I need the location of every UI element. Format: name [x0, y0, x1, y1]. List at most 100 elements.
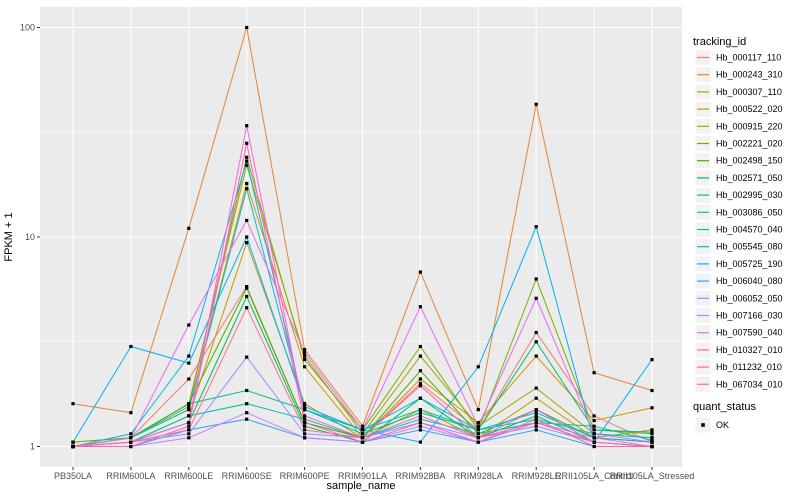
data-point: [418, 384, 422, 388]
legend-item-Hb_005545_080: Hb_005545_080: [695, 239, 783, 255]
data-point: [303, 432, 307, 436]
legend-item-Hb_000915_220: Hb_000915_220: [695, 118, 783, 134]
x-tick-label: RRIM928BA: [395, 471, 445, 481]
data-point: [534, 340, 538, 344]
quant-legend-item: OK: [695, 417, 729, 433]
data-point: [245, 306, 249, 310]
data-point: [418, 381, 422, 385]
legend-item-Hb_002498_150: Hb_002498_150: [695, 153, 783, 169]
legend-label: Hb_005545_080: [716, 242, 783, 252]
data-point: [534, 408, 538, 412]
y-tick-label: 1: [30, 442, 35, 452]
data-point: [418, 411, 422, 415]
data-point: [303, 428, 307, 432]
data-point: [476, 421, 480, 425]
data-point: [476, 432, 480, 436]
axis-ticks: [37, 27, 653, 470]
data-point: [187, 377, 191, 381]
data-point: [650, 438, 654, 442]
series-points: [71, 25, 654, 449]
data-point: [245, 141, 249, 145]
data-point: [71, 402, 75, 406]
data-point: [187, 354, 191, 358]
legend-item-Hb_000117_110: Hb_000117_110: [695, 50, 781, 65]
legend-item-Hb_003086_050: Hb_003086_050: [695, 204, 783, 220]
x-tick-label: RRIM600LA: [106, 471, 155, 481]
data-point: [476, 408, 480, 412]
data-point: [187, 432, 191, 436]
data-point: [303, 365, 307, 369]
data-point: [418, 369, 422, 373]
data-point: [592, 436, 596, 440]
data-point: [418, 408, 422, 412]
tracking-legend-title: tracking_id: [693, 36, 746, 48]
legend-label: Hb_006052_050: [716, 293, 783, 303]
data-point: [187, 421, 191, 425]
legend-item-Hb_005725_190: Hb_005725_190: [695, 256, 783, 272]
legend-item-Hb_011232_010: Hb_011232_010: [695, 359, 782, 375]
y-axis-title: FPKM + 1: [3, 212, 15, 261]
data-point: [476, 428, 480, 432]
legend-label: Hb_000243_310: [716, 70, 783, 80]
data-point: [650, 440, 654, 444]
data-point: [534, 396, 538, 400]
x-tick-label: RRIM928LE: [512, 471, 561, 481]
data-point: [245, 411, 249, 415]
tracking-id-legend: Hb_000117_110 Hb_000243_310 Hb_000307_110 H…: [695, 50, 783, 392]
data-point: [650, 406, 654, 410]
data-point: [187, 414, 191, 418]
data-point: [129, 411, 133, 415]
x-tick-label: PB350LA: [54, 471, 92, 481]
data-point: [360, 428, 365, 432]
legend-label: Hb_000117_110: [716, 53, 781, 63]
data-point: [534, 414, 538, 418]
data-point: [303, 348, 307, 352]
data-point: [534, 386, 538, 390]
data-point: [303, 402, 307, 406]
data-point: [418, 354, 422, 358]
data-point: [592, 414, 596, 418]
legend-label: Hb_011232_010: [716, 362, 782, 372]
data-point: [303, 408, 307, 412]
x-tick-label: RRIM600LE: [164, 471, 213, 481]
data-point: [129, 436, 133, 440]
data-point: [187, 361, 191, 365]
data-point: [303, 421, 307, 425]
legend-item-Hb_067034_010: Hb_067034_010: [695, 376, 783, 392]
data-point: [418, 421, 422, 425]
data-point: [592, 371, 596, 375]
legend-label: Hb_004570_040: [716, 225, 783, 235]
data-point: [71, 444, 75, 449]
data-point: [245, 163, 249, 167]
quant-legend-title: quant_status: [693, 401, 756, 413]
data-point: [534, 411, 538, 415]
data-point: [650, 358, 654, 362]
data-point: [245, 124, 249, 128]
legend-label: Hb_002221_020: [716, 139, 783, 149]
data-point: [245, 218, 249, 222]
data-point: [418, 414, 422, 418]
y-tick-label: 10: [25, 232, 35, 242]
data-point: [303, 351, 307, 355]
data-point: [303, 354, 307, 358]
data-point: [592, 440, 596, 444]
points-Hb_000243_310: [71, 25, 654, 428]
legend-item-Hb_006052_050: Hb_006052_050: [695, 290, 783, 306]
data-point: [418, 377, 422, 381]
legend-item-Hb_002571_050: Hb_002571_050: [695, 170, 783, 186]
legend-item-Hb_004570_040: Hb_004570_040: [695, 222, 783, 237]
data-point: [534, 421, 538, 425]
data-point: [245, 388, 249, 393]
data-point: [245, 187, 249, 191]
data-point: [592, 444, 596, 449]
data-point: [245, 294, 249, 299]
data-point: [245, 402, 249, 406]
data-point: [650, 388, 654, 393]
data-point: [534, 417, 538, 421]
x-axis-title: sample_name: [326, 480, 395, 492]
legend-label: Hb_003086_050: [716, 207, 783, 217]
legend-label: Hb_000307_110: [716, 87, 782, 97]
data-point: [360, 424, 365, 428]
legend-item-Hb_006040_080: Hb_006040_080: [695, 273, 783, 289]
legend-item-Hb_007166_030: Hb_007166_030: [695, 308, 783, 323]
